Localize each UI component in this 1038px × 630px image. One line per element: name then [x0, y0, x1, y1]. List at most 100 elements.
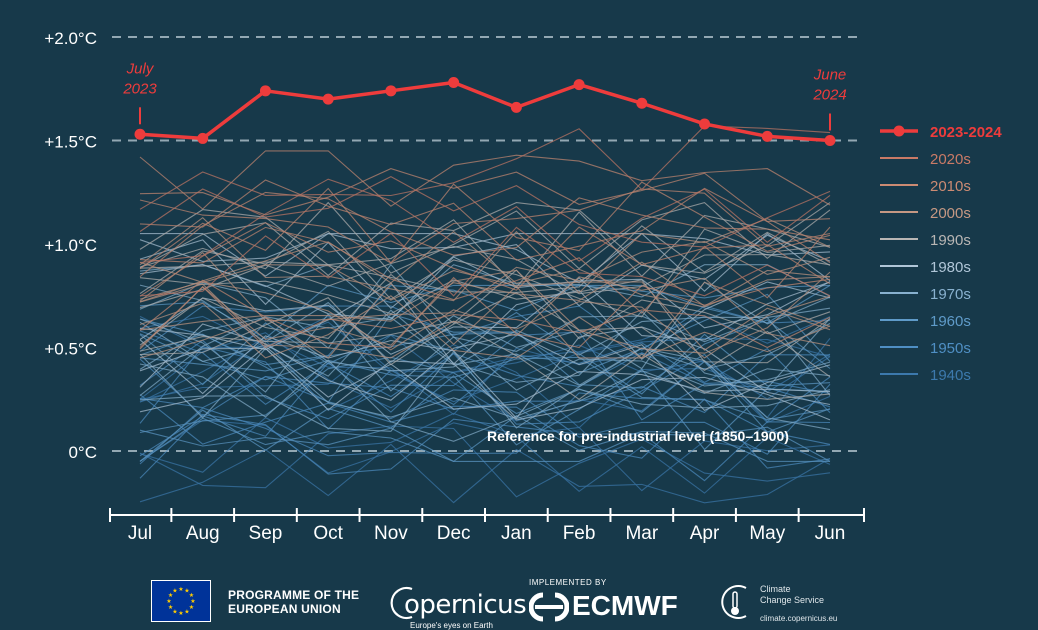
x-tick-label: Dec: [437, 523, 471, 544]
year-line-1970s: [139, 359, 831, 442]
year-line-1970s: [139, 313, 831, 393]
svg-text:★: ★: [178, 586, 183, 593]
legend-label: 1940s: [930, 367, 971, 384]
data-point-2023-2024: [134, 128, 146, 140]
year-line-1970s: [139, 347, 831, 432]
year-line-1950s: [139, 392, 831, 465]
legend: 2023-2024 2020s 2010s 2000s 1990s 1980s 1970s 1…: [880, 124, 1002, 384]
x-tick-label: Sep: [249, 523, 283, 544]
copernicus-tagline: Europe's eyes on Earth: [410, 621, 493, 630]
legend-label: 1980s: [930, 259, 971, 276]
year-line-1970s: [139, 264, 831, 320]
x-tick-label: Nov: [374, 523, 408, 544]
x-tick-label: Aug: [186, 523, 220, 544]
climate-service-name: Climate Change Service: [760, 584, 824, 606]
data-point-2023-2024: [824, 135, 836, 146]
c3s-line-1: Climate: [760, 584, 791, 594]
data-point-2023-2024: [699, 118, 711, 130]
annotation-line-2: 2024: [812, 87, 846, 104]
year-line-2000s: [139, 261, 831, 351]
year-line-1960s: [139, 368, 831, 451]
year-line-2010s: [139, 179, 831, 264]
data-point-2023-2024: [322, 93, 334, 105]
ecmwf-mark-icon: [529, 592, 569, 622]
eu-programme-text: PROGRAMME OF THE EUROPEAN UNION: [228, 588, 359, 616]
year-line-1960s: [139, 284, 831, 339]
svg-text:★: ★: [172, 608, 177, 615]
data-point-2023-2024: [636, 97, 648, 109]
year-line-1990s: [139, 211, 831, 289]
footer-logos: ★ ★ ★ ★ ★ ★ ★ ★ ★ ★ ★ ★ PROGRAMME OF THE EUROPEA…: [0, 572, 1038, 630]
year-line-2020s: [139, 226, 831, 297]
year-line-1980s: [139, 233, 831, 284]
x-tick-label: Mar: [625, 523, 658, 544]
year-line-1990s: [139, 201, 831, 274]
eu-line-2: EUROPEAN UNION: [228, 602, 341, 616]
data-point-2023-2024: [385, 85, 397, 97]
x-tick-label: Jan: [501, 523, 532, 544]
year-line-2010s: [139, 150, 831, 210]
svg-text:★: ★: [178, 610, 183, 617]
climate-service-icon: [721, 585, 747, 619]
y-tick-label: +1.0°C: [44, 236, 97, 255]
reference-annotation: Reference for pre-industrial level (1850…: [487, 428, 789, 444]
svg-text:★: ★: [189, 592, 194, 599]
year-line-2010s: [139, 276, 831, 349]
data-point-2023-2024: [259, 85, 271, 97]
legend-label: 1970s: [930, 286, 971, 303]
x-tick-label: Apr: [690, 523, 720, 544]
data-point-2023-2024: [573, 79, 585, 91]
legend-label: 2000s: [930, 205, 971, 222]
year-line-1970s: [139, 263, 831, 352]
year-line-1940s: [139, 425, 831, 498]
year-line-2010s: [139, 181, 831, 264]
legend-label: 2020s: [930, 151, 971, 168]
x-tick-label: May: [749, 523, 785, 544]
year-line-2000s: [139, 295, 831, 359]
year-line-2000s: [139, 281, 831, 359]
data-point-2023-2024: [448, 77, 460, 89]
year-line-2000s: [139, 281, 831, 359]
svg-text:★: ★: [168, 592, 173, 599]
legend-label: 2010s: [930, 178, 971, 195]
year-line-1990s: [139, 209, 831, 293]
svg-text:★: ★: [184, 588, 189, 595]
copernicus-word: opernicus: [404, 590, 527, 620]
year-line-1990s: [139, 269, 831, 346]
svg-text:★: ★: [168, 604, 173, 611]
year-line-1990s: [139, 228, 831, 318]
year-line-1940s: [139, 443, 831, 504]
year-line-2010s: [139, 191, 831, 278]
climate-service-url: climate.copernicus.eu: [760, 614, 838, 623]
ecmwf-implemented-by: IMPLEMENTED BY: [529, 578, 607, 587]
legend-label: 2023-2024: [930, 124, 1002, 141]
year-line-2020s: [139, 178, 831, 264]
year-line-2010s: [139, 226, 831, 314]
year-line-2000s: [139, 230, 831, 308]
year-line-2010s: [139, 168, 831, 222]
annotation-line-1: June: [813, 67, 847, 84]
year-line-1950s: [139, 352, 831, 437]
data-point-2023-2024: [510, 101, 522, 113]
annotation-line-2: 2023: [122, 80, 157, 97]
ecmwf-word: ECMWF: [572, 590, 678, 621]
eu-flag-icon: ★ ★ ★ ★ ★ ★ ★ ★ ★ ★ ★ ★: [151, 580, 211, 622]
x-tick-label: Jul: [128, 523, 152, 544]
year-line-2000s: [139, 269, 831, 354]
svg-text:★: ★: [166, 598, 171, 605]
year-line-1940s: [139, 337, 831, 416]
year-line-1970s: [139, 316, 831, 396]
legend-label: 1950s: [930, 340, 971, 357]
svg-text:★: ★: [172, 588, 177, 595]
series-line-2023-2024: [139, 80, 831, 143]
year-line-2000s: [139, 261, 831, 331]
c3s-line-2: Change Service: [760, 595, 825, 605]
year-line-1980s: [139, 345, 831, 413]
data-point-2023-2024: [761, 130, 773, 142]
y-tick-label: +1.5°C: [44, 133, 97, 152]
svg-text:★: ★: [189, 604, 194, 611]
year-line-1970s: [139, 347, 831, 420]
year-line-1960s: [139, 333, 831, 421]
year-line-2010s: [139, 222, 831, 297]
y-tick-label: +2.0°C: [44, 29, 97, 48]
